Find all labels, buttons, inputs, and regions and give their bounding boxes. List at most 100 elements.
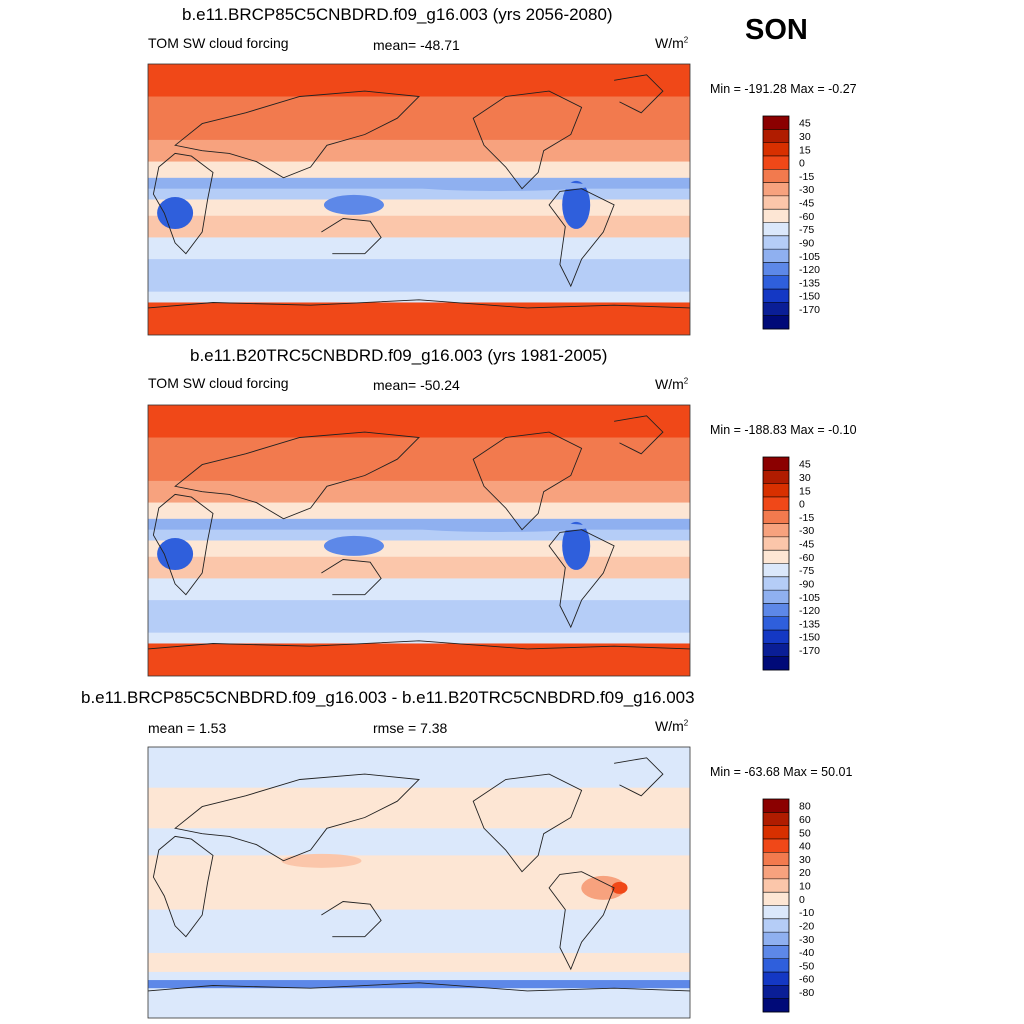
colorbar-box	[763, 945, 789, 960]
panel-3-rmse-label: rmse = 7.38	[373, 720, 448, 736]
panel-1-mean-label: mean= -48.71	[373, 37, 460, 53]
panel-3-minmax: Min = -63.68 Max = 50.01	[710, 765, 853, 779]
colorbar-tick-label: -75	[799, 565, 814, 577]
colorbar-box	[763, 603, 789, 618]
coastline	[152, 835, 214, 938]
map-band	[148, 600, 690, 634]
colorbar-box	[763, 195, 789, 210]
colorbar-tick-label: -60	[799, 211, 814, 223]
colorbar-box	[763, 998, 789, 1013]
colorbar-box	[763, 457, 789, 471]
colorbar-tick-label: -80	[799, 987, 814, 999]
colorbar-box	[763, 892, 789, 906]
coastline	[472, 431, 583, 531]
colorbar-box	[763, 838, 789, 853]
coastline	[174, 773, 420, 862]
coastline	[548, 188, 615, 288]
colorbar-tick-label: -15	[799, 512, 814, 524]
panel-3-mean-label: mean = 1.53	[148, 720, 227, 736]
map-band	[148, 161, 690, 179]
coastline	[148, 982, 690, 992]
coastline	[472, 773, 583, 873]
low-region	[157, 197, 194, 230]
colorbar-tick-label: -10	[799, 907, 814, 919]
colorbar-box	[763, 656, 789, 671]
colorbar-box	[763, 985, 789, 999]
colorbar-box	[763, 536, 789, 551]
map-band	[148, 787, 690, 829]
low-region	[562, 521, 591, 570]
map-frame	[147, 63, 691, 336]
coastline	[152, 493, 214, 596]
colorbar-tick-label: -20	[799, 920, 814, 932]
colorbar-tick-label: 30	[799, 131, 811, 143]
colorbar-box	[763, 630, 789, 644]
colorbar-tick-label: 60	[799, 814, 811, 826]
map-band	[148, 747, 690, 789]
colorbar-box	[763, 142, 789, 157]
colorbar-tick-label: -75	[799, 224, 814, 236]
coastline	[321, 901, 382, 938]
itcz-band	[410, 180, 591, 191]
colorbar-box	[763, 550, 789, 564]
panel-2-units: W/m2	[655, 376, 689, 392]
colorbar-tick-label: -50	[799, 960, 814, 972]
colorbar-tick-label: 15	[799, 144, 811, 156]
map-frame	[147, 404, 691, 677]
colorbar-box	[763, 643, 789, 657]
colorbar-tick-label: 0	[799, 158, 805, 170]
colorbar-box	[763, 865, 789, 880]
map-band	[148, 518, 690, 531]
colorbar-box	[763, 483, 789, 498]
colorbar-tick-label: 30	[799, 854, 811, 866]
colorbar-tick-label: -150	[799, 291, 820, 303]
map-band	[148, 632, 690, 644]
map-band	[148, 480, 690, 504]
map-band	[148, 177, 690, 190]
colorbar-tick-label: 45	[799, 118, 811, 130]
map-band	[148, 64, 690, 98]
map-band	[148, 302, 690, 335]
colorbar-tick-label: -30	[799, 934, 814, 946]
panel-3-title: b.e11.BRCP85C5CNBDRD.f09_g16.003 - b.e11…	[81, 688, 695, 707]
map-band	[148, 259, 690, 293]
colorbar-tick-label: -30	[799, 184, 814, 196]
panel-2-title: b.e11.B20TRC5CNBDRD.f09_g16.003 (yrs 198…	[190, 346, 608, 365]
colorbar-box	[763, 129, 789, 143]
panel-2-mean-label: mean= -50.24	[373, 377, 460, 393]
colorbar-tick-label: 45	[799, 459, 811, 471]
colorbar-tick-label: 80	[799, 801, 811, 813]
colorbar-box	[763, 470, 789, 484]
colorbar-box	[763, 932, 789, 946]
colorbar-tick-label: -120	[799, 264, 820, 276]
colorbar-box	[763, 289, 789, 303]
colorbar-tick-label: -60	[799, 974, 814, 986]
colorbar-tick-label: -30	[799, 525, 814, 537]
colorbar-box	[763, 235, 789, 250]
map-band	[148, 980, 690, 989]
colorbar-box	[763, 209, 789, 223]
colorbar-box	[763, 905, 789, 920]
coastline	[152, 152, 214, 255]
coastline	[174, 90, 420, 179]
map-band	[148, 405, 690, 439]
map-band	[148, 971, 690, 981]
low-region	[323, 535, 384, 556]
map-band	[148, 502, 690, 520]
colorbar-tick-label: -45	[799, 198, 814, 210]
colorbar-tick-label: 50	[799, 827, 811, 839]
coastline	[148, 640, 690, 650]
map-band	[148, 988, 690, 1018]
coastline	[174, 431, 420, 520]
coastline	[472, 90, 583, 190]
map-band	[148, 578, 690, 601]
panel-2-variable-label: TOM SW cloud forcing	[148, 375, 289, 391]
map-band	[148, 643, 690, 676]
colorbar-tick-label: 30	[799, 472, 811, 484]
colorbar-box	[763, 852, 789, 866]
panel-1-minmax: Min = -191.28 Max = -0.27	[710, 82, 857, 96]
colorbar-tick-label: -150	[799, 632, 820, 644]
colorbar-tick-label: -135	[799, 277, 820, 289]
